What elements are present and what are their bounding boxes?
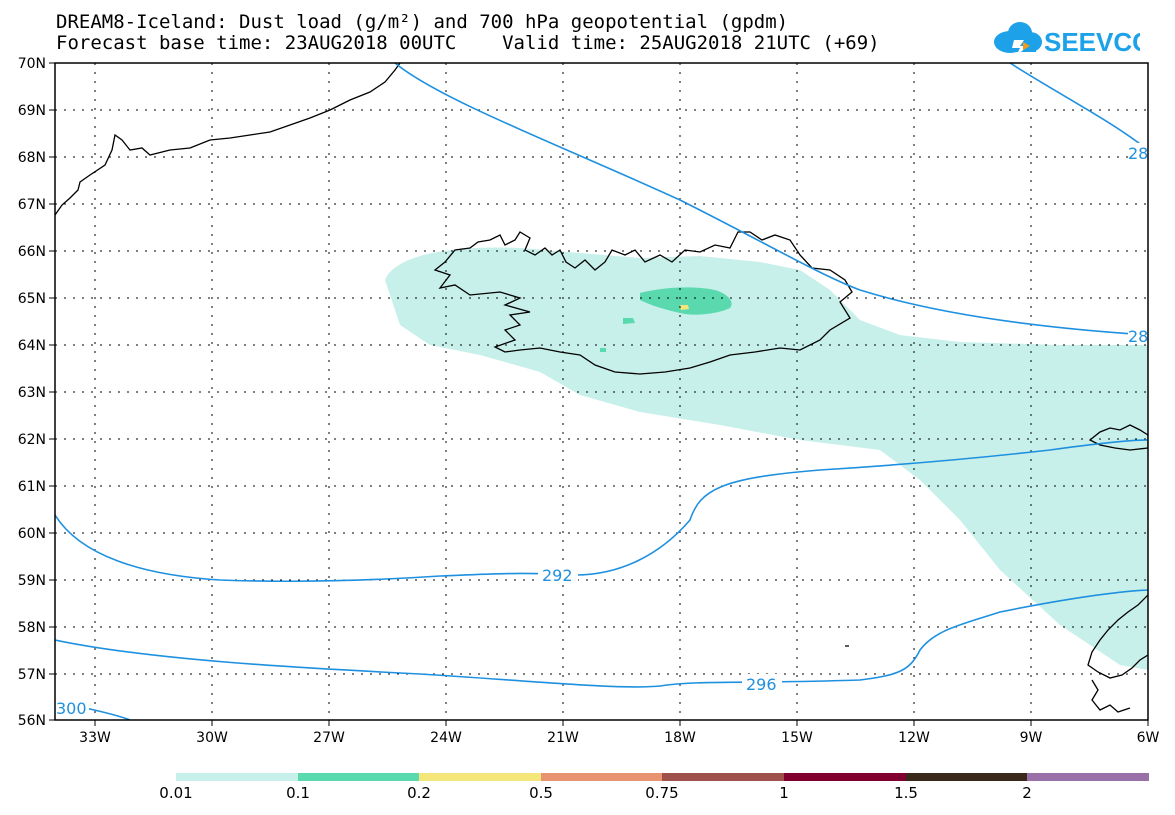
lon-label: 15W	[781, 730, 813, 746]
lat-labels: 70N 69N 68N 67N 66N 65N 64N 63N 62N 61N …	[18, 56, 46, 729]
iceland-coast	[433, 231, 853, 375]
lat-label: 60N	[18, 526, 46, 542]
logo-text: SEEVCCC	[1044, 27, 1140, 57]
colorbar-swatch	[541, 773, 662, 781]
seevccc-logo: SEEVCCC	[994, 22, 1140, 57]
contour-north-1	[394, 63, 1148, 336]
contour-label-296: 296	[746, 675, 777, 694]
colorbar-tick: 2	[1022, 784, 1032, 802]
colorbar-tick: 0.75	[645, 784, 679, 802]
dust-region-low	[385, 247, 1148, 670]
coastlines	[55, 63, 1148, 713]
lat-label: 59N	[18, 573, 46, 589]
lat-label: 70N	[18, 56, 46, 72]
colorbar-tick: 1	[779, 784, 789, 802]
colorbar-swatch	[176, 773, 298, 781]
colorbar-swatch	[662, 773, 784, 781]
dust-patch-mid-small	[623, 318, 635, 324]
lat-label: 67N	[18, 197, 46, 213]
contour-label-28-mid: 28	[1128, 327, 1148, 346]
lat-label: 56N	[18, 713, 46, 729]
colorbar	[176, 773, 1149, 781]
faroe-coast	[1088, 424, 1148, 451]
lon-labels: 33W 30W 27W 24W 21W 18W 15W 12W 9W 6W	[79, 730, 1159, 746]
lon-label: 18W	[664, 730, 696, 746]
contour-north-2	[1009, 63, 1148, 151]
lat-label: 65N	[18, 291, 46, 307]
lat-label: 57N	[18, 667, 46, 683]
lon-ticks	[94, 720, 1149, 726]
lon-label: 30W	[196, 730, 228, 746]
lon-label: 6W	[1137, 730, 1160, 746]
lon-label: 12W	[898, 730, 930, 746]
scotland-coast	[1087, 594, 1148, 679]
dust-patch-mid-small-2	[600, 348, 606, 352]
contour-label-28-top: 28	[1128, 144, 1148, 163]
lat-label: 64N	[18, 338, 46, 354]
colorbar-swatch	[906, 773, 1027, 781]
lat-label: 69N	[18, 103, 46, 119]
colorbar-swatch	[298, 773, 419, 781]
cloud-icon	[994, 22, 1042, 56]
lon-label: 33W	[79, 730, 111, 746]
lat-label: 63N	[18, 385, 46, 401]
colorbar-tick: 0.2	[407, 784, 431, 802]
lat-label: 58N	[18, 620, 46, 636]
colorbar-swatch	[1027, 773, 1149, 781]
map-subtitle: Forecast base time: 23AUG2018 00UTC Vali…	[56, 32, 880, 54]
dust-region-mid	[640, 287, 732, 315]
contour-296	[55, 589, 1148, 688]
colorbar-tick: 0.01	[159, 784, 193, 802]
colorbar-tick: 1.5	[894, 784, 918, 802]
lat-label: 68N	[18, 150, 46, 166]
contour-292	[55, 439, 1148, 583]
greenland-coast	[55, 63, 401, 216]
colorbar-swatch	[784, 773, 906, 781]
hebrides-coast	[1091, 679, 1131, 713]
lon-label: 21W	[547, 730, 579, 746]
map-title: DREAM8-Iceland: Dust load (g/m²) and 700…	[56, 11, 789, 33]
contour-label-300: 300	[56, 699, 87, 718]
lat-label: 66N	[18, 244, 46, 260]
lat-ticks	[49, 62, 55, 721]
colorbar-tick: 0.1	[286, 784, 310, 802]
contour-label-292: 292	[542, 566, 573, 585]
graticule	[55, 63, 1148, 720]
lon-label: 24W	[430, 730, 462, 746]
lat-label: 62N	[18, 432, 46, 448]
colorbar-swatch	[419, 773, 541, 781]
lon-label: 27W	[313, 730, 345, 746]
dust-region-high	[680, 305, 689, 310]
lat-label: 61N	[18, 479, 46, 495]
colorbar-tick: 0.5	[529, 784, 553, 802]
lon-label: 9W	[1020, 730, 1043, 746]
geopotential-contours	[55, 63, 1148, 720]
